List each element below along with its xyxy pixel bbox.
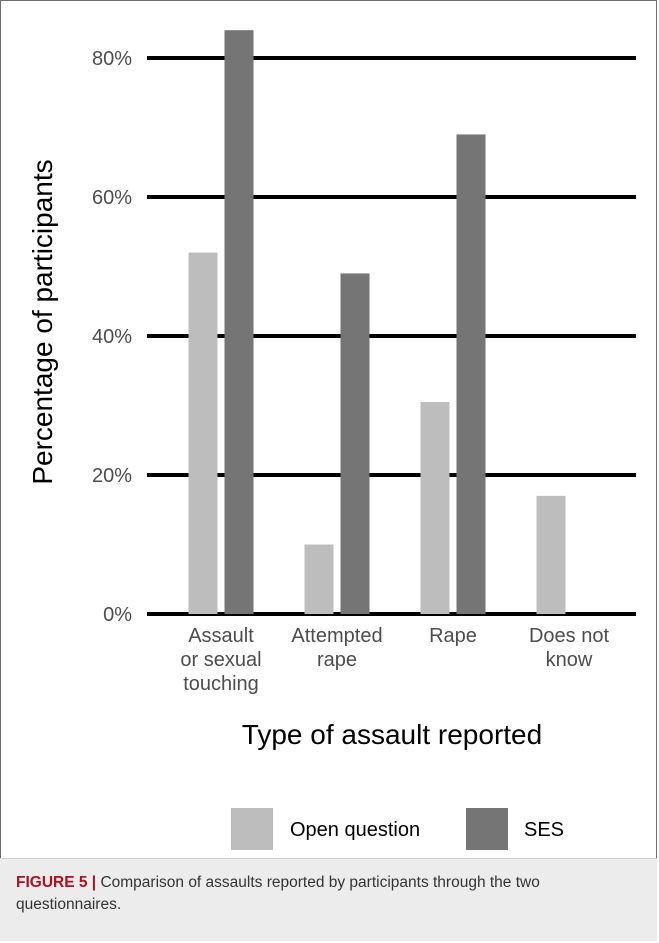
bar-ses-0	[224, 30, 254, 614]
bar-open-question-2	[420, 402, 450, 614]
y-tick-label: 60%	[92, 187, 132, 209]
bar-open-question-1	[304, 544, 334, 614]
caption-box	[0, 858, 657, 941]
legend-swatch-0	[231, 808, 273, 850]
x-category-label: Attempted rape	[291, 625, 382, 671]
bar-open-question-3	[536, 495, 566, 614]
legend-swatch-1	[466, 808, 508, 850]
bar-chart: 0%20%40%60%80% Assault or sexual touchingA…	[27, 30, 636, 850]
y-tick-label: 0%	[103, 604, 132, 626]
legend-label-0: Open question	[290, 819, 420, 841]
bar-ses-1	[340, 273, 370, 614]
bar-ses-2	[456, 134, 486, 614]
legend-label-1: SES	[524, 819, 564, 841]
bars	[188, 30, 566, 614]
x-category-label: Assault or sexual touching	[180, 625, 261, 695]
y-tick-label: 80%	[92, 48, 132, 70]
x-category-label: Rape	[429, 625, 477, 647]
figure-caption: FIGURE 5 | Comparison of assaults report…	[16, 872, 641, 916]
x-axis-title: Type of assault reported	[242, 719, 542, 750]
bar-open-question-0	[188, 252, 218, 614]
y-axis-title: Percentage of participants	[27, 159, 58, 484]
figure-label: FIGURE 5 |	[16, 874, 97, 891]
y-tick-label: 40%	[92, 326, 132, 348]
legend: Open question SES	[231, 808, 564, 850]
caption-text: Comparison of assaults reported by parti…	[16, 874, 540, 913]
x-category-labels: Assault or sexual touching Attempted rape Rap…	[180, 625, 609, 695]
y-tick-label: 20%	[92, 465, 132, 487]
x-category-label: Does not know	[529, 625, 609, 671]
y-tick-labels: 0% 20% 40% 60% 80%	[92, 48, 132, 626]
